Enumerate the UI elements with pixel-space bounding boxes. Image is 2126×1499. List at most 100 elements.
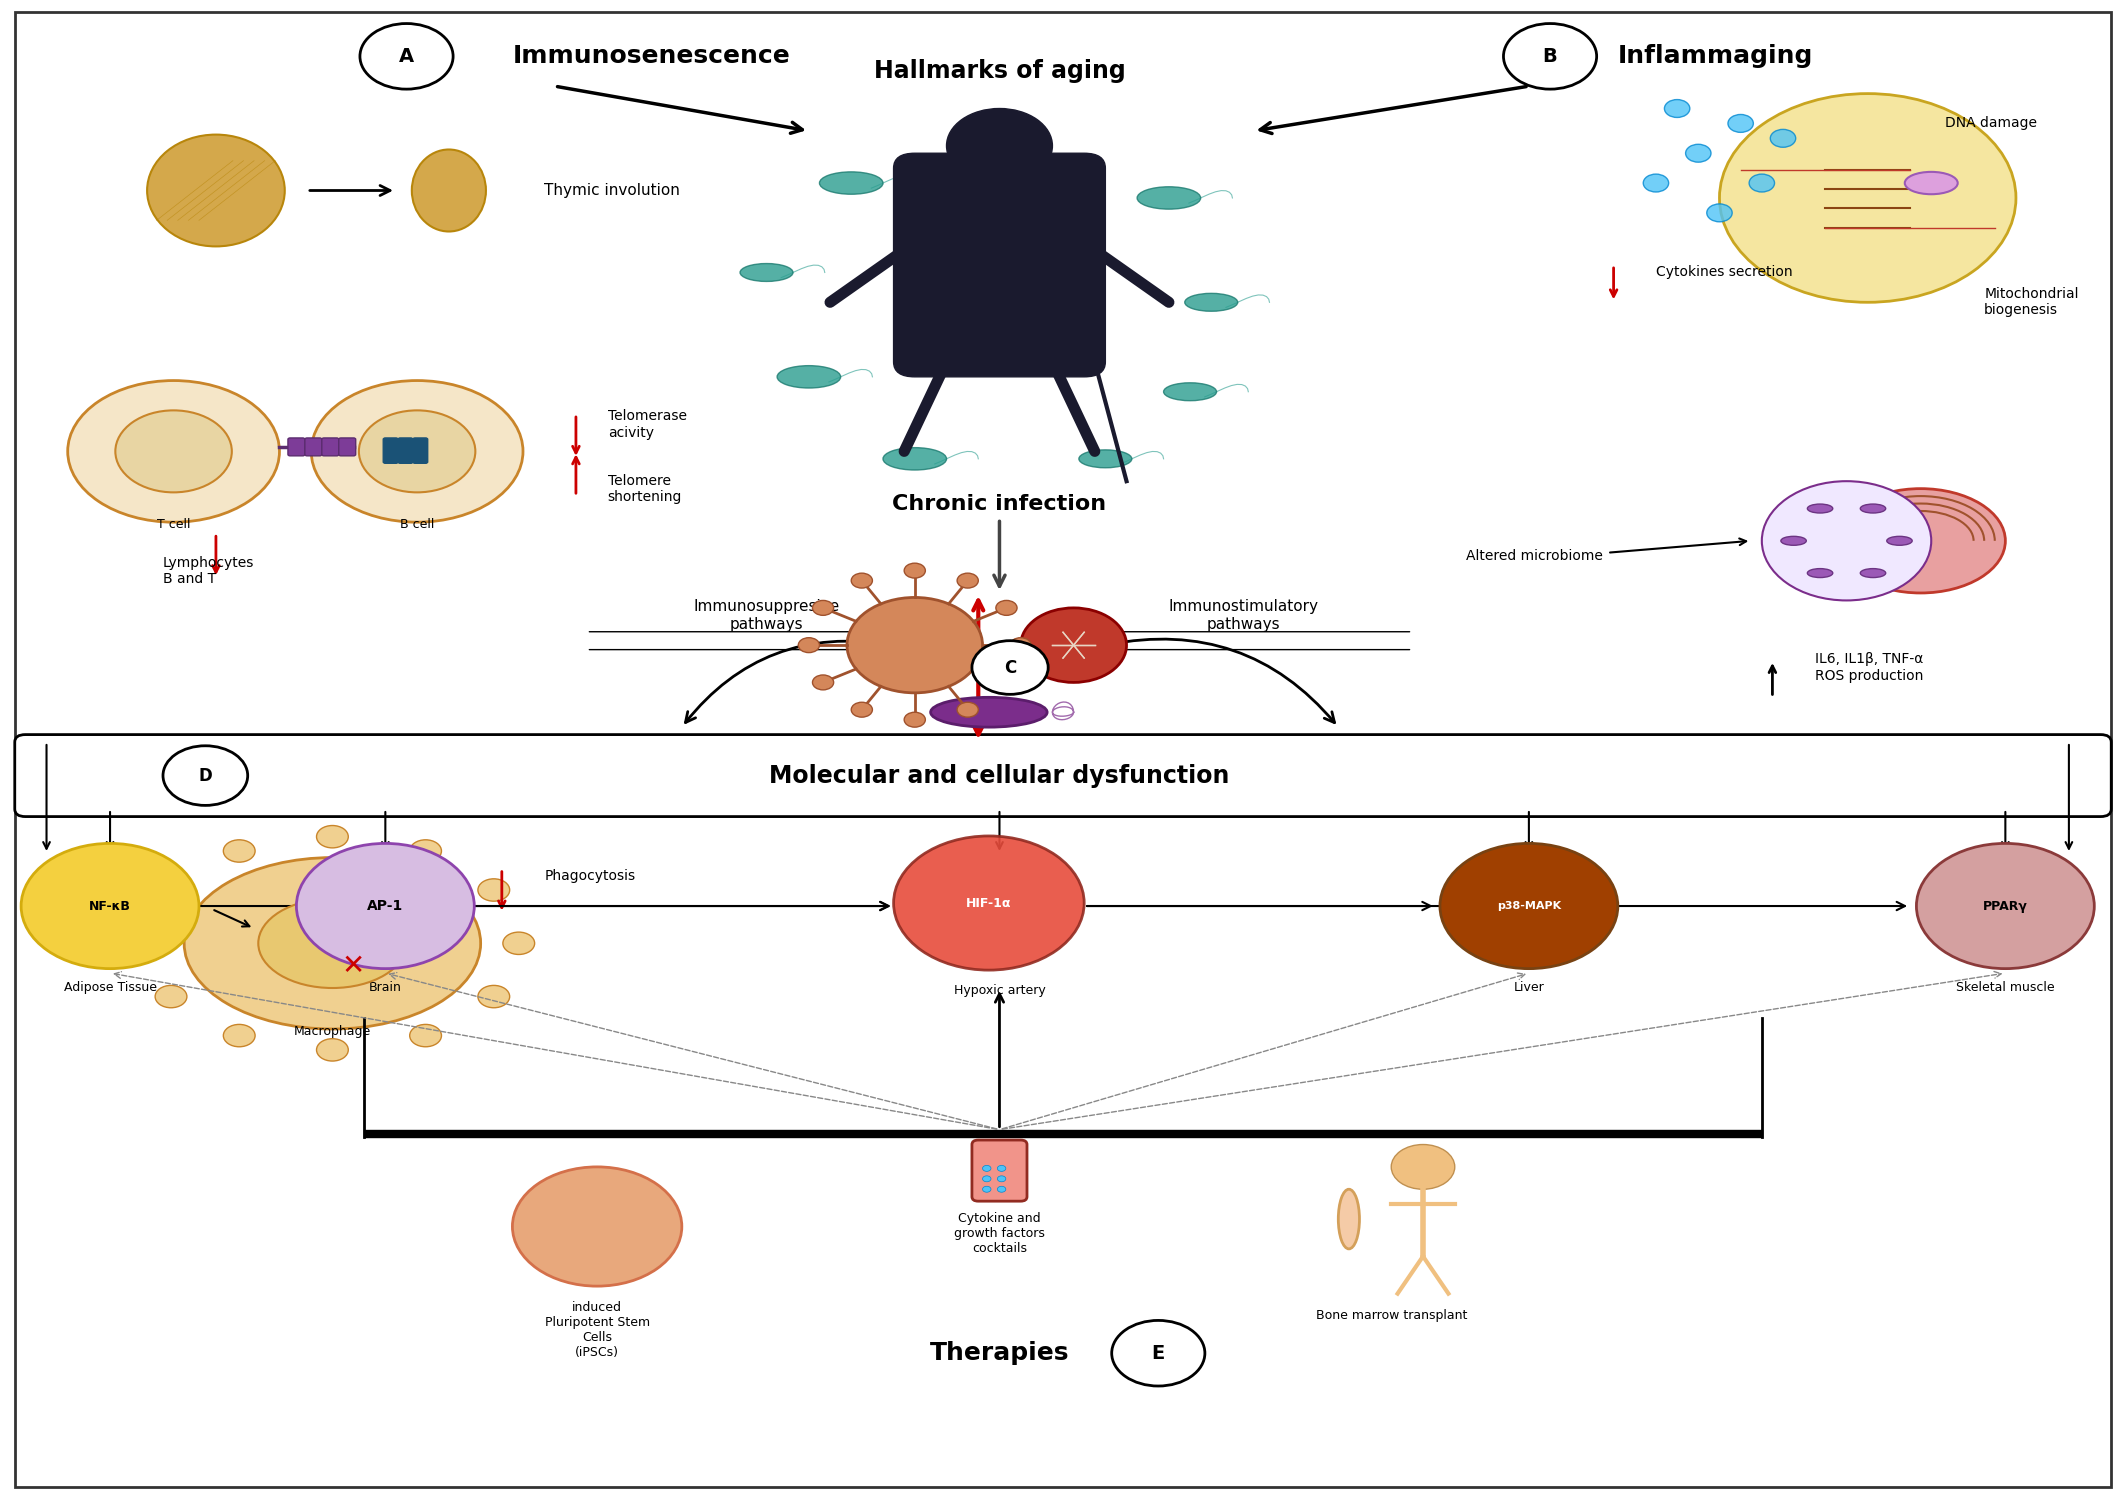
Circle shape: [946, 108, 1052, 183]
Circle shape: [812, 675, 833, 690]
Ellipse shape: [147, 135, 285, 246]
Text: AP-1: AP-1: [368, 899, 404, 913]
Circle shape: [1390, 1145, 1454, 1189]
Circle shape: [797, 637, 819, 652]
Circle shape: [1707, 204, 1733, 222]
Circle shape: [1762, 481, 1930, 601]
Circle shape: [1750, 174, 1775, 192]
Circle shape: [21, 844, 200, 968]
Circle shape: [1720, 93, 2015, 303]
Circle shape: [997, 1175, 1006, 1181]
FancyBboxPatch shape: [15, 735, 2111, 817]
Text: NF-κB: NF-κB: [89, 899, 132, 913]
Text: Liver: Liver: [1514, 980, 1543, 994]
Circle shape: [850, 702, 872, 717]
Text: Therapies: Therapies: [929, 1342, 1069, 1366]
Circle shape: [972, 640, 1048, 694]
Circle shape: [1439, 844, 1618, 968]
Circle shape: [904, 712, 925, 727]
Ellipse shape: [1886, 537, 1911, 546]
Text: Lymphocytes
B and T: Lymphocytes B and T: [164, 556, 255, 586]
Ellipse shape: [778, 366, 840, 388]
Circle shape: [982, 1165, 991, 1171]
Circle shape: [164, 747, 249, 805]
Circle shape: [1728, 114, 1754, 132]
Ellipse shape: [1337, 1189, 1359, 1249]
Circle shape: [1665, 99, 1690, 117]
Ellipse shape: [1184, 294, 1237, 312]
Text: Skeletal muscle: Skeletal muscle: [1956, 980, 2054, 994]
Text: ✕: ✕: [342, 952, 366, 980]
Bar: [364, 1130, 1762, 1138]
Circle shape: [904, 564, 925, 579]
Ellipse shape: [317, 826, 349, 848]
Ellipse shape: [1163, 382, 1216, 400]
Text: D: D: [198, 766, 213, 784]
Circle shape: [997, 1165, 1006, 1171]
Text: Thymic involution: Thymic involution: [544, 183, 680, 198]
Ellipse shape: [478, 878, 510, 901]
Circle shape: [1643, 174, 1669, 192]
Circle shape: [1020, 609, 1127, 682]
Text: Immunosenescence: Immunosenescence: [512, 45, 791, 69]
Ellipse shape: [410, 1024, 442, 1046]
Text: Bone marrow transplant: Bone marrow transplant: [1316, 1309, 1467, 1322]
Text: Immunosuppresive
pathways: Immunosuppresive pathways: [693, 600, 840, 631]
Text: Molecular and cellular dysfunction: Molecular and cellular dysfunction: [770, 763, 1229, 787]
Text: induced
Pluripotent Stem
Cells
(iPSCs): induced Pluripotent Stem Cells (iPSCs): [544, 1301, 651, 1360]
Text: Telomere
shortening: Telomere shortening: [608, 474, 682, 504]
Text: B: B: [1543, 46, 1558, 66]
Ellipse shape: [1860, 568, 1886, 577]
Text: Mitochondrial
biogenesis: Mitochondrial biogenesis: [1984, 288, 2079, 318]
Text: Altered surface
markers: Altered surface markers: [79, 890, 185, 920]
Circle shape: [296, 844, 474, 968]
Text: Hypoxic artery: Hypoxic artery: [955, 983, 1046, 997]
Circle shape: [512, 1166, 682, 1286]
Text: Adipose Tissue: Adipose Tissue: [64, 980, 157, 994]
FancyBboxPatch shape: [398, 438, 412, 463]
Ellipse shape: [504, 932, 534, 955]
Ellipse shape: [115, 411, 232, 492]
Ellipse shape: [130, 932, 162, 955]
Text: Inflammaging: Inflammaging: [1618, 45, 1813, 69]
Text: Macrophage: Macrophage: [293, 1025, 372, 1039]
Circle shape: [1112, 1321, 1205, 1387]
Text: Telomerase
acivity: Telomerase acivity: [608, 409, 687, 439]
Ellipse shape: [310, 381, 523, 522]
Text: PPARγ: PPARγ: [1984, 899, 2028, 913]
Ellipse shape: [257, 898, 406, 988]
Ellipse shape: [1837, 489, 2005, 594]
Circle shape: [846, 598, 982, 693]
FancyBboxPatch shape: [412, 438, 427, 463]
Circle shape: [995, 601, 1016, 616]
Ellipse shape: [359, 411, 476, 492]
Text: DNA damage: DNA damage: [1945, 117, 2037, 130]
FancyBboxPatch shape: [287, 438, 304, 456]
Text: C: C: [1003, 658, 1016, 676]
Ellipse shape: [223, 839, 255, 862]
Text: Chronic infection: Chronic infection: [893, 493, 1106, 514]
Circle shape: [1916, 844, 2094, 968]
FancyBboxPatch shape: [338, 438, 355, 456]
Circle shape: [893, 836, 1084, 970]
Circle shape: [359, 24, 453, 88]
FancyBboxPatch shape: [321, 438, 338, 456]
FancyBboxPatch shape: [893, 153, 1106, 376]
FancyBboxPatch shape: [972, 1141, 1027, 1201]
Circle shape: [997, 1186, 1006, 1192]
Text: IL6, IL1β, TNF-α
ROS production: IL6, IL1β, TNF-α ROS production: [1816, 652, 1924, 682]
Circle shape: [1686, 144, 1711, 162]
Text: Phagocytosis: Phagocytosis: [544, 869, 636, 883]
Ellipse shape: [68, 381, 279, 522]
Text: Hallmarks of aging: Hallmarks of aging: [874, 60, 1125, 84]
FancyBboxPatch shape: [304, 438, 321, 456]
Circle shape: [850, 573, 872, 588]
Circle shape: [995, 675, 1016, 690]
Ellipse shape: [819, 172, 882, 195]
Circle shape: [957, 702, 978, 717]
Text: T cell: T cell: [157, 519, 191, 532]
Circle shape: [982, 1175, 991, 1181]
Circle shape: [1503, 24, 1597, 88]
Ellipse shape: [1807, 504, 1833, 513]
Text: B cell: B cell: [400, 519, 434, 532]
